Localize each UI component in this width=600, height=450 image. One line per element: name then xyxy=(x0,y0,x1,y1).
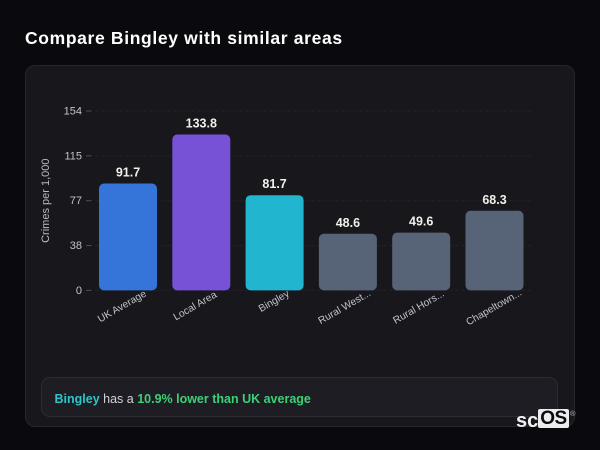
svg-text:68.3: 68.3 xyxy=(482,193,506,207)
svg-text:77: 77 xyxy=(70,195,82,207)
svg-text:133.8: 133.8 xyxy=(186,117,217,131)
svg-text:49.6: 49.6 xyxy=(409,215,433,229)
svg-text:Rural West...: Rural West... xyxy=(317,288,373,327)
svg-text:48.6: 48.6 xyxy=(336,216,360,230)
svg-text:Rural Hors...: Rural Hors... xyxy=(391,289,446,327)
svg-text:154: 154 xyxy=(64,106,82,118)
svg-text:115: 115 xyxy=(64,150,82,162)
svg-text:81.7: 81.7 xyxy=(262,177,286,191)
svg-text:Local Area: Local Area xyxy=(172,289,219,323)
svg-text:Crimes per 1,000: Crimes per 1,000 xyxy=(40,159,52,243)
svg-text:0: 0 xyxy=(76,285,82,297)
svg-text:Bingley: Bingley xyxy=(257,288,292,315)
svg-text:UK Average: UK Average xyxy=(96,288,149,325)
svg-text:38: 38 xyxy=(70,240,82,252)
svg-text:Chapeltown...: Chapeltown... xyxy=(465,288,524,329)
svg-text:91.7: 91.7 xyxy=(116,166,140,180)
